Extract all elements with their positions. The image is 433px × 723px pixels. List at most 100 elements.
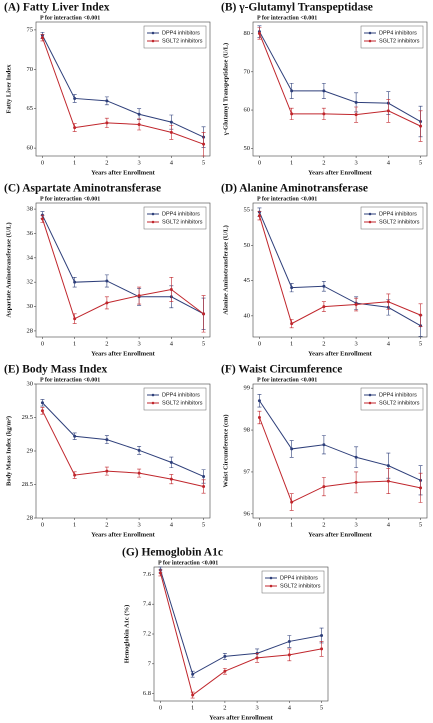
chart-title: (F) Waist Circumference <box>221 364 342 376</box>
x-tick-label: 5 <box>419 159 422 166</box>
y-tick-label: 34 <box>27 254 34 261</box>
data-point <box>191 672 195 676</box>
series-line <box>159 569 322 675</box>
data-point <box>386 300 390 304</box>
x-tick-label: 3 <box>137 159 140 166</box>
legend-label: SGLT2 inhibitors <box>162 219 203 225</box>
data-point <box>290 447 294 451</box>
data-point <box>322 443 326 447</box>
data-point <box>320 633 324 637</box>
y-tick-label: 97 <box>244 468 251 475</box>
y-tick-label: 32 <box>27 279 34 286</box>
legend-marker <box>151 220 155 224</box>
data-point <box>73 280 77 284</box>
series-line <box>258 33 421 127</box>
y-tick-label: 60 <box>244 107 251 114</box>
x-tick-label: 2 <box>105 159 108 166</box>
y-tick-label: 28 <box>27 327 34 334</box>
y-tick-label: 80 <box>244 30 251 37</box>
series-line <box>42 402 204 477</box>
x-tick-label: 3 <box>137 521 140 528</box>
y-tick-label: 28.5 <box>22 481 33 488</box>
data-point <box>386 464 390 468</box>
x-tick-label: 1 <box>73 159 76 166</box>
y-tick-label: 50 <box>244 145 251 152</box>
x-tick-label: 0 <box>258 521 261 528</box>
x-tick-label: 4 <box>288 704 292 711</box>
x-tick-label: 2 <box>322 340 325 347</box>
legend-label: DPP4 inhibitors <box>162 211 200 217</box>
data-point <box>169 120 173 124</box>
x-tick-label: 1 <box>290 340 293 347</box>
data-point <box>73 317 77 321</box>
series-line <box>41 35 204 138</box>
x-tick-label: 2 <box>105 521 108 528</box>
y-axis-label: γ-Glutamyl Transpeptidase (U/L) <box>222 43 229 136</box>
data-point <box>169 287 173 291</box>
chart-title: (B) γ-Glutamyl Transpeptidase <box>221 2 373 14</box>
data-point <box>169 130 173 134</box>
x-tick-label: 5 <box>320 704 323 711</box>
plot-frame <box>35 21 211 157</box>
legend-marker <box>269 576 273 580</box>
data-point <box>40 409 44 413</box>
data-point <box>169 477 173 481</box>
series-line <box>258 211 421 327</box>
y-axis-label: Fatty Liver Index <box>5 64 12 114</box>
data-point <box>354 455 358 459</box>
x-tick-label: 0 <box>159 704 162 711</box>
x-tick-label: 2 <box>105 340 108 347</box>
plot-frame <box>252 21 428 157</box>
data-point <box>105 121 109 125</box>
data-point <box>202 312 206 316</box>
y-tick-label: 36 <box>27 230 34 237</box>
x-tick-label: 0 <box>258 340 261 347</box>
x-axis-label: Years after Enrollment <box>209 714 273 721</box>
data-point <box>419 486 423 490</box>
series-line <box>159 572 322 696</box>
x-tick-label: 1 <box>290 521 293 528</box>
x-tick-label: 2 <box>223 704 226 711</box>
x-tick-label: 1 <box>73 521 76 528</box>
y-tick-label: 30 <box>27 380 34 387</box>
y-tick-label: 29.5 <box>22 414 33 421</box>
y-tick-label: 99 <box>244 385 251 392</box>
annotation: P for interaction <0.001 <box>40 15 100 21</box>
data-point <box>137 448 141 452</box>
x-tick-label: 5 <box>202 521 205 528</box>
data-point <box>257 416 261 419</box>
data-point <box>290 322 294 326</box>
y-tick-label: 6.8 <box>143 690 151 697</box>
legend-marker <box>368 220 372 224</box>
data-point <box>223 669 227 673</box>
x-tick-label: 3 <box>354 340 357 347</box>
legend-box <box>360 25 424 49</box>
series-line <box>259 400 421 481</box>
y-tick-label: 45 <box>244 277 251 284</box>
data-point <box>202 485 206 489</box>
x-tick-label: 2 <box>322 159 325 166</box>
x-tick-label: 5 <box>419 521 422 528</box>
annotation: P for interaction <0.001 <box>257 15 317 21</box>
data-point <box>322 284 326 288</box>
annotation: P for interaction <0.001 <box>257 377 317 383</box>
y-tick-label: 40 <box>244 312 251 319</box>
data-point <box>169 460 173 464</box>
data-point <box>202 142 206 146</box>
plot-frame <box>252 202 428 338</box>
legend-box <box>143 387 207 411</box>
data-point <box>40 401 44 405</box>
y-tick-label: 7.6 <box>143 571 152 578</box>
y-tick-label: 38 <box>27 206 34 213</box>
x-tick-label: 4 <box>387 521 391 528</box>
y-tick-label: 60 <box>27 145 34 152</box>
y-tick-label: 29 <box>27 447 34 454</box>
legend-marker <box>368 39 372 43</box>
x-tick-label: 0 <box>41 521 44 528</box>
x-tick-label: 3 <box>354 521 357 528</box>
data-point <box>290 112 294 116</box>
y-tick-label: 75 <box>27 26 34 33</box>
y-axis-label: Alanine Aminotransferase (U/L) <box>222 225 229 315</box>
y-tick-label: 30 <box>27 303 34 310</box>
y-tick-label: 70 <box>27 66 34 73</box>
